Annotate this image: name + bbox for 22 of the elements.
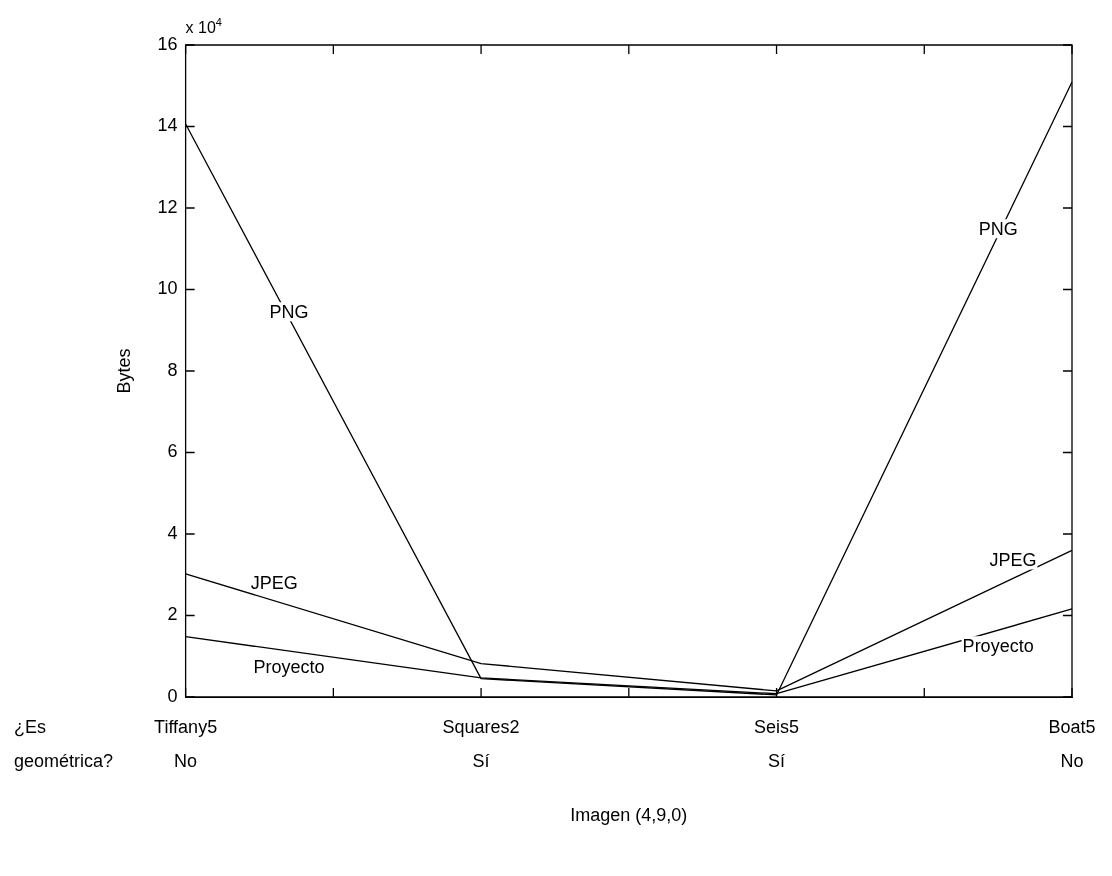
y-tick-label: 2 (167, 604, 178, 625)
series-label: JPEG (250, 572, 298, 593)
y-tick-label: 6 (167, 441, 178, 462)
x-axis-title: Imagen (4,9,0) (570, 805, 688, 826)
series-label: PNG (978, 219, 1018, 240)
y-tick-label: 4 (167, 522, 178, 543)
text: Proyecto (962, 636, 1034, 657)
x-tick-label: Tiffany5 No (154, 717, 218, 772)
y-tick-label: 16 (157, 33, 178, 54)
x-tick-label: Boat5 No (1048, 717, 1096, 772)
y-tick-label: 10 (157, 278, 178, 299)
x-tick-label: Seis5 Sí (754, 717, 800, 772)
text: PNG (269, 302, 309, 323)
y-tick-label: 0 (167, 685, 178, 706)
series-label: Proyecto (253, 657, 325, 678)
text: ¿Es geométrica? (14, 717, 114, 771)
y-axis-title: Bytes (113, 348, 134, 394)
text: JPEG (989, 550, 1037, 571)
y-tick-label: 8 (167, 359, 178, 380)
x-tick-label: Squares2 Sí (442, 717, 520, 772)
y-tick-label: 12 (157, 196, 178, 217)
y-tick-label: 14 (157, 115, 178, 136)
